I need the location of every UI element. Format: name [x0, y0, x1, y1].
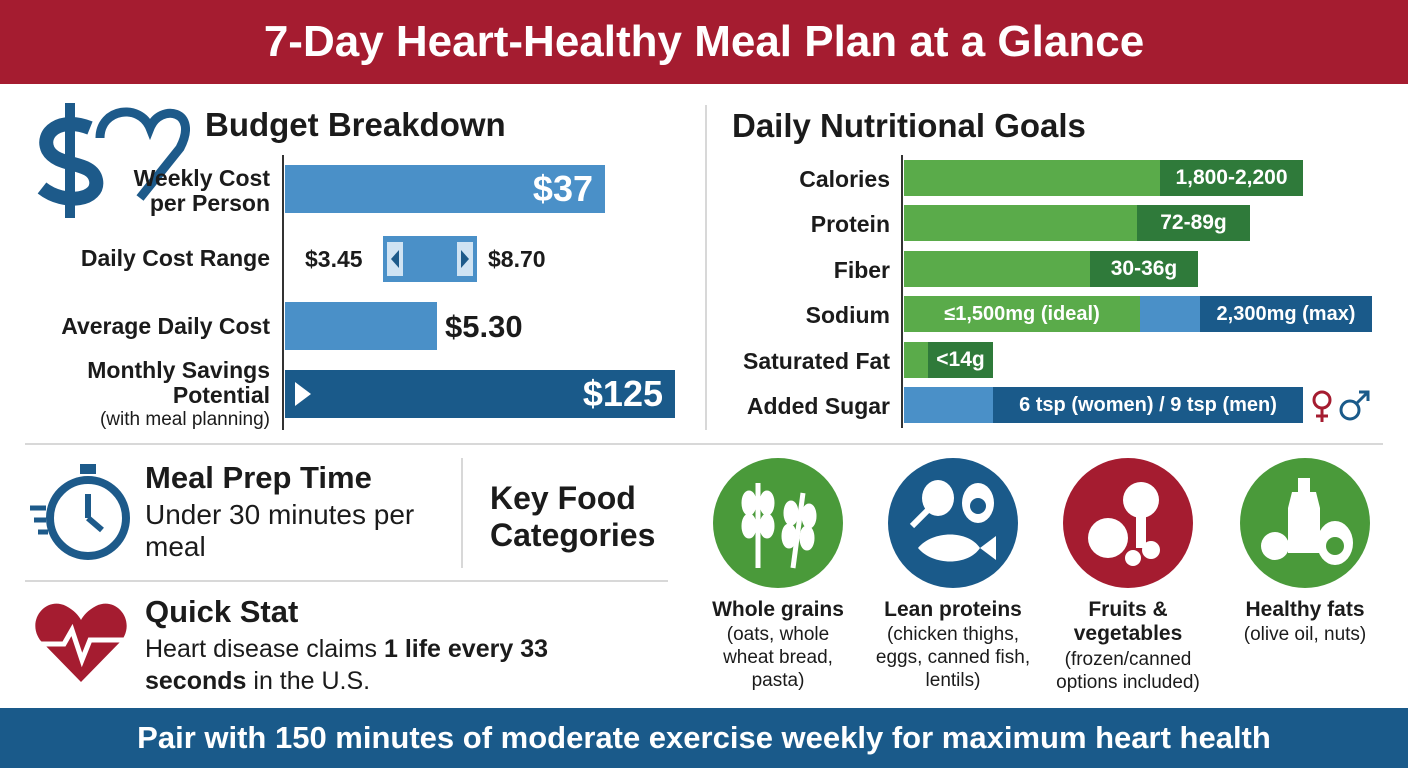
nutrition-label: Added Sugar — [746, 393, 890, 419]
divider — [25, 443, 1383, 445]
range-label: Daily Cost Range — [80, 245, 270, 271]
savings-bar — [285, 370, 675, 418]
quick-stat-title: Quick Stat — [145, 594, 299, 629]
range-arrows — [383, 236, 477, 282]
grains-icon — [713, 458, 843, 588]
nutrition-bar — [904, 160, 1160, 196]
divider — [25, 580, 668, 582]
food-detail: (chicken thighs, eggs, canned fish, lent… — [875, 624, 1031, 691]
nutrition-bar — [904, 205, 1137, 241]
axis-line — [282, 155, 284, 430]
quick-stat-text: Heart disease claims 1 life every 33 sec… — [145, 633, 565, 697]
nutrition-value: 1,800-2,200 — [1160, 160, 1303, 196]
budget-icon — [37, 103, 190, 218]
budget-title: Budget Breakdown — [205, 106, 506, 143]
nutrition-title: Daily Nutritional Goals — [732, 107, 1086, 144]
savings-note: (with meal planning) — [99, 409, 270, 430]
fats-icon — [1240, 458, 1370, 588]
food-name: Whole grains — [712, 598, 844, 621]
average-value: $5.30 — [445, 309, 523, 344]
food-title: Key Food Categories — [490, 480, 656, 553]
nutrition-label: Protein — [810, 211, 890, 237]
nutrition-label: Fiber — [833, 257, 890, 283]
range-high: $8.70 — [488, 246, 546, 272]
text: Heart disease claims — [145, 635, 378, 663]
nutrition-bar — [904, 387, 993, 423]
food-name: Lean proteins — [884, 598, 1022, 621]
text: in the U.S. — [253, 667, 371, 695]
divider — [461, 458, 463, 568]
food-detail: (oats, whole wheat bread, pasta) — [723, 624, 833, 691]
meal-prep-title: Meal Prep Time — [145, 460, 372, 495]
nutrition-label: Saturated Fat — [743, 348, 890, 374]
savings-arrow — [295, 382, 311, 406]
heart-icon — [35, 603, 127, 682]
nutrition-bar — [904, 342, 928, 378]
food-detail: (olive oil, nuts) — [1243, 624, 1367, 645]
nutrition-label: Sodium — [805, 302, 890, 328]
nutrition-value: 72-89g — [1137, 205, 1250, 241]
nutrition-value: 2,300mg (max) — [1200, 296, 1372, 332]
nutrition-value: ≤1,500mg (ideal) — [904, 296, 1140, 332]
nutrition-bar — [904, 251, 1090, 287]
savings-value: $125 — [582, 373, 663, 414]
nutrition-label: Calories — [799, 166, 890, 192]
average-label: Average Daily Cost — [61, 313, 270, 339]
gender-icons — [1312, 390, 1370, 422]
meal-prep-text: Under 30 minutes per meal — [145, 499, 415, 562]
weekly-value: $37 — [285, 165, 605, 213]
savings-label: Monthly Savings Potential — [87, 357, 270, 408]
text-bold: 1 life every 33 seconds — [145, 635, 548, 695]
food-detail: (frozen/canned options included) — [1056, 649, 1200, 693]
nutrition-bar — [1140, 296, 1200, 332]
range-low: $3.45 — [305, 246, 363, 272]
axis-line — [901, 155, 903, 428]
header-title: 7-Day Heart-Healthy Meal Plan at a Glanc… — [0, 0, 1408, 84]
weekly-label: Weekly Cost per Person — [133, 165, 270, 216]
nutrition-value: 6 tsp (women) / 9 tsp (men) — [993, 387, 1303, 423]
nutrition-value: 30-36g — [1090, 251, 1198, 287]
stopwatch-icon — [30, 464, 130, 560]
produce-icon — [1063, 458, 1193, 588]
average-bar — [285, 302, 437, 350]
divider — [705, 105, 707, 430]
food-name: Fruits & vegetables — [1073, 598, 1183, 645]
proteins-icon — [888, 458, 1018, 588]
food-name: Healthy fats — [1245, 598, 1365, 621]
nutrition-value: <14g — [928, 342, 993, 378]
footer-text: Pair with 150 minutes of moderate exerci… — [0, 708, 1408, 768]
